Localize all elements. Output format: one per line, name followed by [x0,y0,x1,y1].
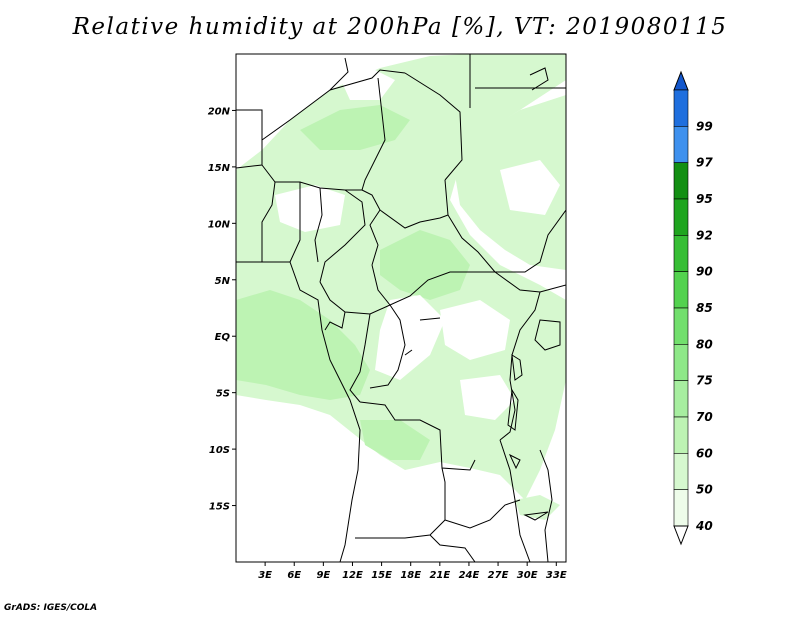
lon-tick-label: 24E [459,570,480,581]
plot-frame [235,53,567,563]
lake-outline [529,67,549,91]
border-line [361,77,386,191]
colorbar-bottom-arrow [673,525,689,546]
colorbar-level-label: 75 [696,374,713,388]
lake-outline [511,354,523,381]
border-line [404,72,463,181]
colorbar-band [673,344,689,381]
lon-tick-label: 18E [400,570,421,581]
border-line [319,189,366,283]
colorbar-level-label: 90 [696,265,713,279]
lon-tick-label: 30E [517,570,538,581]
border-line [499,291,541,441]
border-line [444,499,521,529]
colorbar-level-label: 40 [695,519,713,533]
map-plot-area [235,53,567,563]
border-line [236,261,361,562]
dry-gap-north [340,70,395,100]
lon-tick-label: 15E [371,570,392,581]
border-line [324,311,346,331]
colorbar-band [673,235,689,272]
colorbar-level-label: 50 [696,483,713,497]
colorbar-top-arrow [673,70,689,91]
colorbar-level-label: 70 [696,410,713,424]
longitude-axis: 3E 6E 9E 12E 15E 18E 21E 24E 27E 30E 33E [258,562,567,581]
country-borders [236,54,566,562]
border-line [361,189,381,266]
colorbar-level-label: 97 [696,156,713,170]
colorbar-level-label: 80 [696,337,713,351]
lat-tick-label: 5N [215,276,231,287]
border-line [371,264,541,306]
grads-credit: GrADS: IGES/COLA [4,603,98,613]
colorbar-level-label: 60 [696,446,713,460]
dry-gap-central [375,295,445,380]
colorbar-level-label: 95 [696,192,713,206]
dry-gap-east [500,160,560,215]
humidity-band-mid-central [380,230,470,300]
dry-gap-southeast [460,375,515,420]
lon-tick-label: 6E [287,570,301,581]
lon-tick-label: 3E [258,570,272,581]
border-line [539,449,553,562]
colorbar-band [673,198,689,236]
border-line [379,209,449,229]
coast-detail [419,317,441,321]
colorbar-band [673,453,689,490]
dry-gap-congo [440,300,510,360]
map-title: Relative humidity at 200hPa [%], VT: 201… [72,14,728,40]
border-line [261,181,276,262]
border-line [329,69,406,91]
dry-gap-west [275,185,345,232]
border-line [355,467,446,539]
colorbar: 40 50 60 70 75 80 85 90 92 95 97 99 [673,70,713,546]
border-line [349,313,371,403]
lake-outline [534,319,561,351]
border-line [289,182,301,263]
lat-tick-label: EQ [215,332,231,343]
lat-tick-label: 15S [209,502,230,513]
colorbar-band [673,271,689,309]
lake-outline [523,511,549,521]
border-line [444,179,496,273]
lat-tick-label: 5S [216,389,230,400]
lon-tick-label: 27E [488,570,509,581]
lon-tick-label: 21E [429,570,450,581]
colorbar-band [673,489,689,527]
lake-outline [508,453,521,470]
lake-outline [507,388,519,431]
border-line [236,109,263,169]
border-line [369,304,406,389]
border-line [499,439,531,562]
colorbar-band [673,126,689,163]
colorbar-band [673,89,689,127]
lat-tick-label: 15N [208,163,231,174]
lon-tick-label: 9E [316,570,330,581]
colorbar-band [673,307,689,345]
lon-tick-label: 12E [342,570,363,581]
border-line [539,284,566,293]
colorbar-level-label: 85 [696,301,713,315]
lat-tick-label: 10N [208,219,231,230]
lat-tick-label: 20N [208,106,231,117]
latitude-axis: 20N 15N 10N 5N EQ 5S 10S 15S [208,106,236,513]
colorbar-level-label: 99 [696,119,713,133]
border-line [359,401,476,471]
border-line [429,534,476,562]
lon-tick-label: 33E [546,570,567,581]
colorbar-level-label: 92 [696,228,713,242]
humidity-band-mid-south [360,420,430,460]
lat-tick-label: 10S [209,445,230,456]
border-line [495,209,566,273]
colorbar-band [673,380,689,418]
border-line [314,187,323,263]
colorbar-band [673,162,689,200]
colorbar-band [673,416,689,454]
border-line [261,164,362,191]
coast-detail [404,349,413,356]
